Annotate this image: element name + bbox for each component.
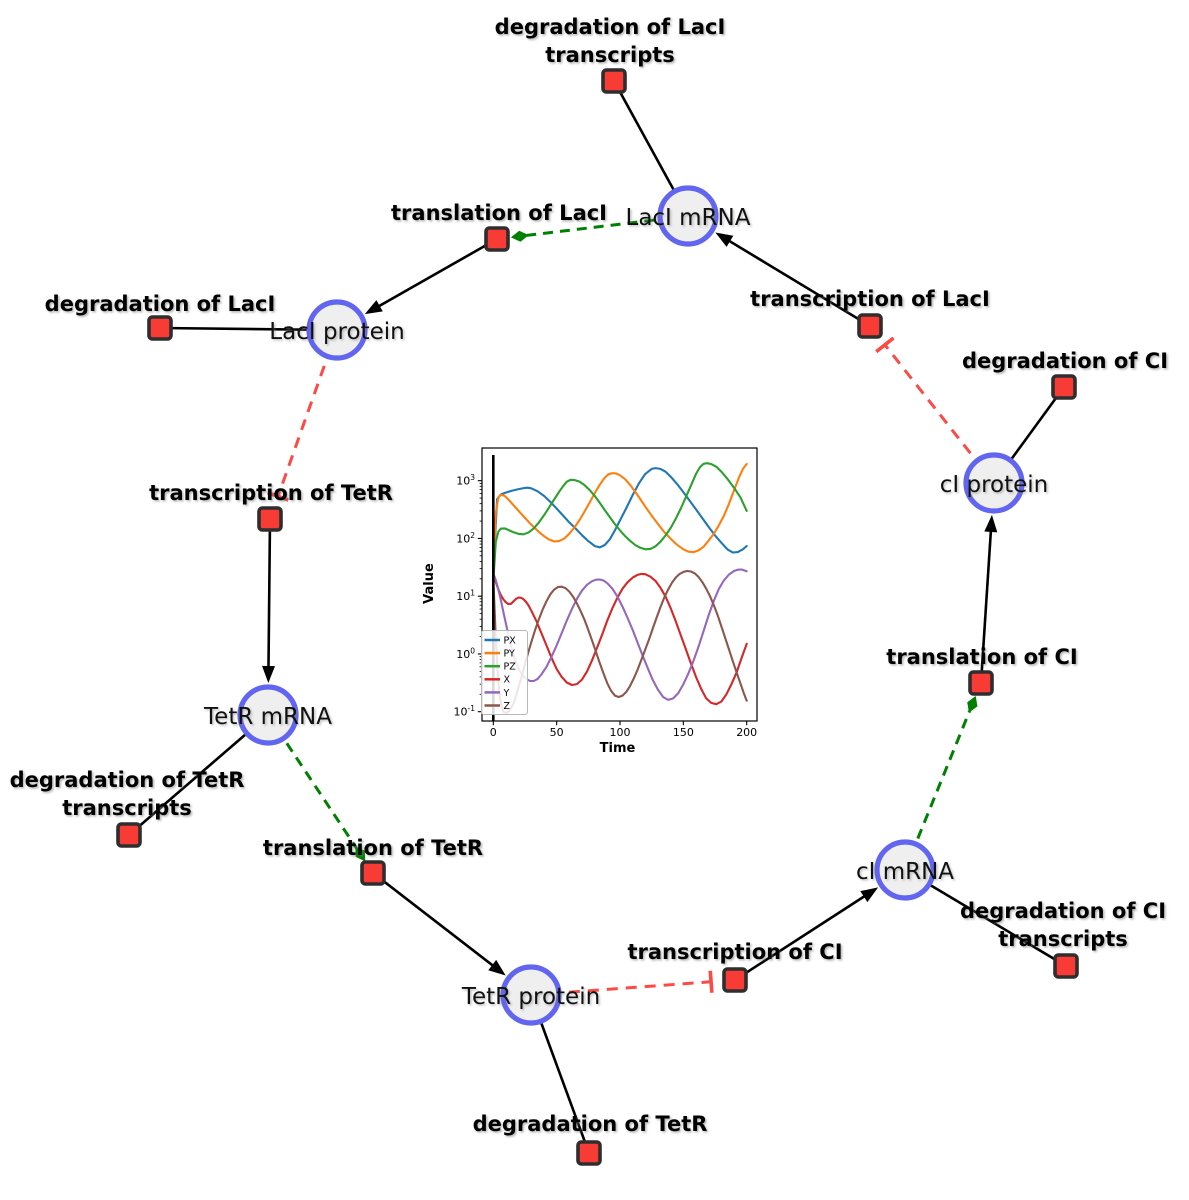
reaction-label-deg_tetr: degradation of TetR bbox=[473, 1112, 708, 1136]
reaction-node-deg_tetr bbox=[576, 1140, 602, 1166]
x-tick-label: 0 bbox=[490, 726, 497, 739]
legend-label-Y: Y bbox=[503, 688, 510, 699]
diamond-arrowhead-icon bbox=[355, 846, 366, 862]
reaction-node-translation_tetr bbox=[360, 860, 386, 886]
arrowhead-icon bbox=[860, 887, 879, 903]
label-layer: degradation of LacI transcripts translatio… bbox=[10, 15, 1168, 1136]
y-axis-label: Value bbox=[422, 563, 437, 604]
species-node-tetr_protein bbox=[500, 964, 562, 1026]
series-line-X bbox=[492, 572, 748, 706]
edge-modifier-ci_mrna-translation_ci bbox=[903, 710, 972, 871]
legend-label-PX: PX bbox=[504, 635, 517, 646]
species-label-tetr_mrna: TetR mRNA bbox=[203, 704, 332, 730]
reaction-node-deg_laci bbox=[147, 315, 173, 341]
legend-label-PZ: PZ bbox=[504, 662, 517, 673]
arrowhead-icon bbox=[715, 232, 734, 247]
species-label-laci_protein: LacI protein bbox=[269, 319, 404, 345]
reaction-label-translation_ci: translation of CI bbox=[886, 645, 1077, 669]
reaction-label-translation_tetr: translation of TetR bbox=[263, 836, 483, 860]
edge-production-translation_ci-ci_protein bbox=[979, 522, 993, 684]
chart-legend: PX PY PZ XYZ bbox=[481, 630, 528, 715]
edge-production-transcription_ci-ci_mrna bbox=[734, 890, 873, 982]
series-line-PX bbox=[492, 467, 748, 575]
reaction-node-transcription_laci bbox=[857, 313, 883, 339]
x-tick-label: 150 bbox=[673, 726, 694, 739]
diamond-arrowhead-icon bbox=[510, 230, 529, 242]
x-tick-label: 50 bbox=[550, 726, 564, 739]
reaction-node-deg_ci_transcripts bbox=[1053, 953, 1079, 979]
arrowhead-icon bbox=[488, 959, 506, 976]
species-node-laci_mrna bbox=[657, 185, 719, 247]
reaction-label-deg_laci: degradation of LacI bbox=[45, 292, 276, 316]
edge-production-translation_tetr-tetr_protein bbox=[372, 871, 501, 972]
series-line-PY bbox=[492, 462, 748, 578]
reaction-node-deg_laci_transcripts bbox=[601, 68, 627, 94]
species-node-tetr_mrna bbox=[237, 684, 299, 746]
reaction-label-transcription_tetr: transcription of TetR bbox=[149, 481, 393, 505]
reaction-node-transcription_tetr bbox=[257, 506, 283, 532]
inhibition-tee-icon bbox=[267, 491, 289, 502]
species-label-tetr_protein: TetR protein bbox=[461, 984, 600, 1010]
reaction-label-deg_tetr_transcripts: degradation of TetR transcripts bbox=[10, 768, 245, 820]
edge-production-transcription_tetr-tetr_mrna bbox=[267, 518, 272, 676]
reaction-label-transcription_ci: transcription of CI bbox=[627, 940, 842, 964]
species-label-ci_protein: cI protein bbox=[940, 472, 1049, 498]
reaction-node-translation_laci bbox=[484, 226, 510, 252]
edge-production-transcription_laci-laci_mrna bbox=[721, 235, 871, 328]
species-node-ci_protein bbox=[963, 452, 1025, 514]
arrowhead-icon bbox=[984, 514, 998, 533]
diamond-arrowhead-icon bbox=[967, 695, 978, 713]
reaction-label-deg_ci: degradation of CI bbox=[962, 349, 1168, 373]
legend-label-PY: PY bbox=[504, 649, 516, 660]
x-tick-label: 100 bbox=[610, 726, 631, 739]
reaction-node-deg_tetr_transcripts bbox=[116, 822, 142, 848]
legend-label-Z: Z bbox=[504, 701, 511, 712]
x-tick-label: 200 bbox=[736, 726, 757, 739]
edge-plain-tetr_mrna-deg_tetr_transcripts bbox=[128, 714, 269, 836]
edge-plain-ci_mrna-deg_ci_transcripts bbox=[904, 868, 1067, 968]
reaction-node-transcription_ci bbox=[722, 967, 748, 993]
inhibition-tee-icon bbox=[708, 970, 714, 993]
arrowhead-icon bbox=[262, 665, 275, 684]
series-line-PZ bbox=[492, 462, 748, 583]
reaction-label-transcription_laci: transcription of LacI bbox=[750, 287, 990, 311]
inhibition-tee-icon bbox=[875, 336, 895, 354]
legend-label-X: X bbox=[504, 675, 511, 686]
species-label-ci_mrna: cI mRNA bbox=[856, 859, 954, 885]
x-axis-label: Time bbox=[600, 741, 636, 756]
reaction-label-deg_ci_transcripts: degradation of CI transcripts bbox=[960, 899, 1166, 951]
edge-production-translation_laci-laci_protein bbox=[371, 237, 498, 312]
arrowhead-icon bbox=[364, 300, 383, 315]
reaction-label-translation_laci: translation of LacI bbox=[391, 201, 607, 225]
species-node-ci_mrna bbox=[874, 839, 936, 901]
reaction-node-deg_ci bbox=[1051, 374, 1077, 400]
species-node-laci_protein bbox=[306, 299, 368, 361]
reaction-node-translation_ci bbox=[968, 670, 994, 696]
reaction-label-deg_laci_transcripts: degradation of LacI transcripts bbox=[495, 15, 726, 67]
chart-spines bbox=[481, 447, 758, 722]
species-layer bbox=[237, 185, 1025, 1026]
reaction-layer bbox=[116, 68, 1079, 1166]
species-label-laci_mrna: LacI mRNA bbox=[626, 205, 751, 231]
